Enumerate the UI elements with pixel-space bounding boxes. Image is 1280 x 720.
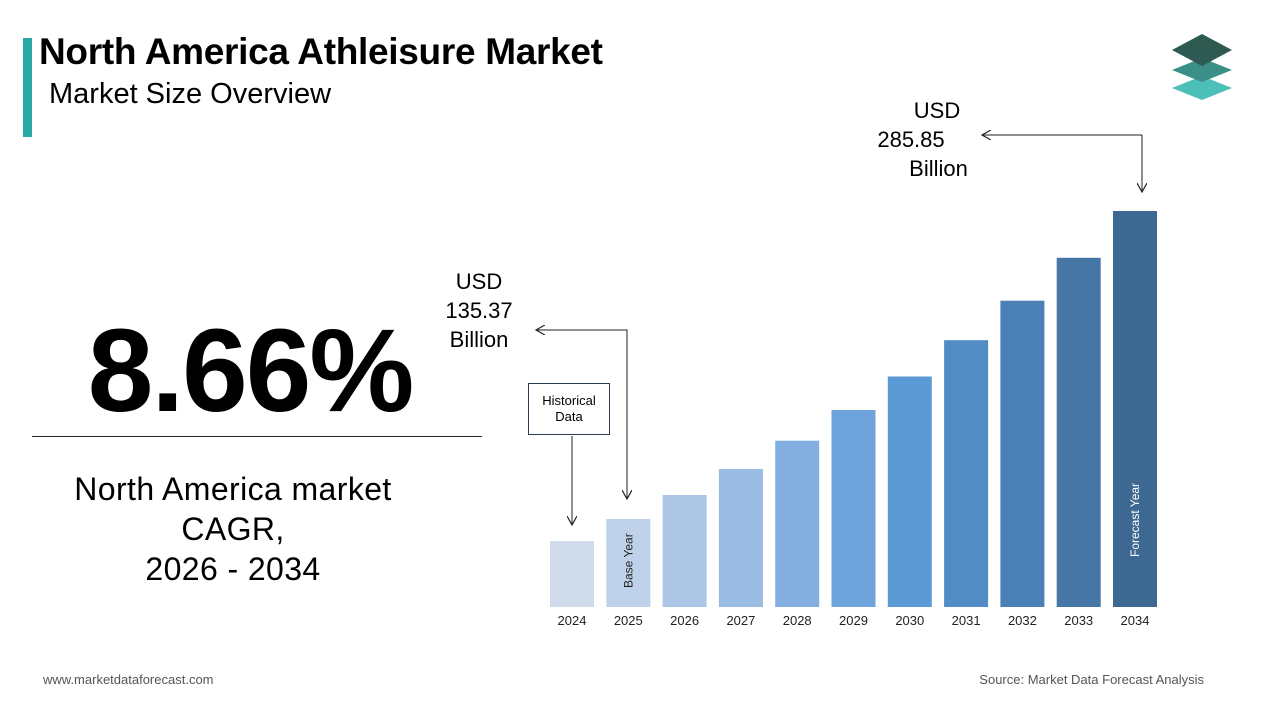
title-accent-bar [23,38,32,137]
bar-2031 [944,340,989,607]
value-2034-unit: Billion [909,156,968,181]
cagr-caption-line1: North America market [74,471,392,507]
value-2034-amount: 285.85 [877,127,945,152]
forecast-year-label: Forecast Year [1128,483,1142,557]
value-2025-unit: Billion [449,327,509,352]
historical-label-line1: Historical [542,393,596,408]
page-title: North America Athleisure Market [39,31,603,72]
bar-2026 [662,495,707,607]
footer-website: www.marketdataforecast.com [43,672,214,687]
bar-2033 [1056,257,1101,607]
value-2025-amount: 135.37 [445,298,513,323]
cagr-caption-line3: 2026 - 2034 [145,551,321,587]
bar-2024 [550,541,594,607]
brand-logo-icon [1172,34,1232,100]
base-year-label: Base Year [621,533,635,588]
bar-2028 [775,440,820,607]
x-tick-label-2025: 2025 [614,613,643,628]
x-tick-label-2026: 2026 [670,613,699,628]
page-subtitle: Market Size Overview [49,78,332,110]
value-label-2034: USD 285.85 Billion [872,96,1002,183]
x-tick-label-2024: 2024 [558,613,587,628]
x-tick-label-2034: 2034 [1121,613,1150,628]
arrow-2025-connector [537,330,628,498]
value-2025-currency: USD [455,269,503,294]
x-tick-label-2029: 2029 [839,613,868,628]
footer-source: Source: Market Data Forecast Analysis [979,672,1204,687]
cagr-value: 8.66% [87,305,415,437]
bar-2029 [831,410,876,607]
x-tick-label-2033: 2033 [1064,613,1093,628]
x-tick-label-2031: 2031 [952,613,981,628]
x-tick-label-2027: 2027 [726,613,755,628]
bar-2032 [1000,300,1045,607]
historical-data-box: Historical Data [528,383,610,435]
x-tick-label-2032: 2032 [1008,613,1037,628]
x-tick-label-2030: 2030 [895,613,924,628]
bar-2030 [887,376,932,607]
bar-2034 [1113,211,1157,607]
cagr-divider [32,436,482,437]
cagr-caption: North America market CAGR, 2026 - 2034 [36,469,430,589]
bar-2027 [718,469,763,607]
historical-label-line2: Data [555,409,583,424]
value-label-2025: USD 135.37 Billion [432,267,526,354]
bar-2025 [606,519,651,607]
value-2034-currency: USD [913,98,961,123]
x-tick-label-2028: 2028 [783,613,812,628]
cagr-caption-line2: CAGR, [181,511,285,547]
